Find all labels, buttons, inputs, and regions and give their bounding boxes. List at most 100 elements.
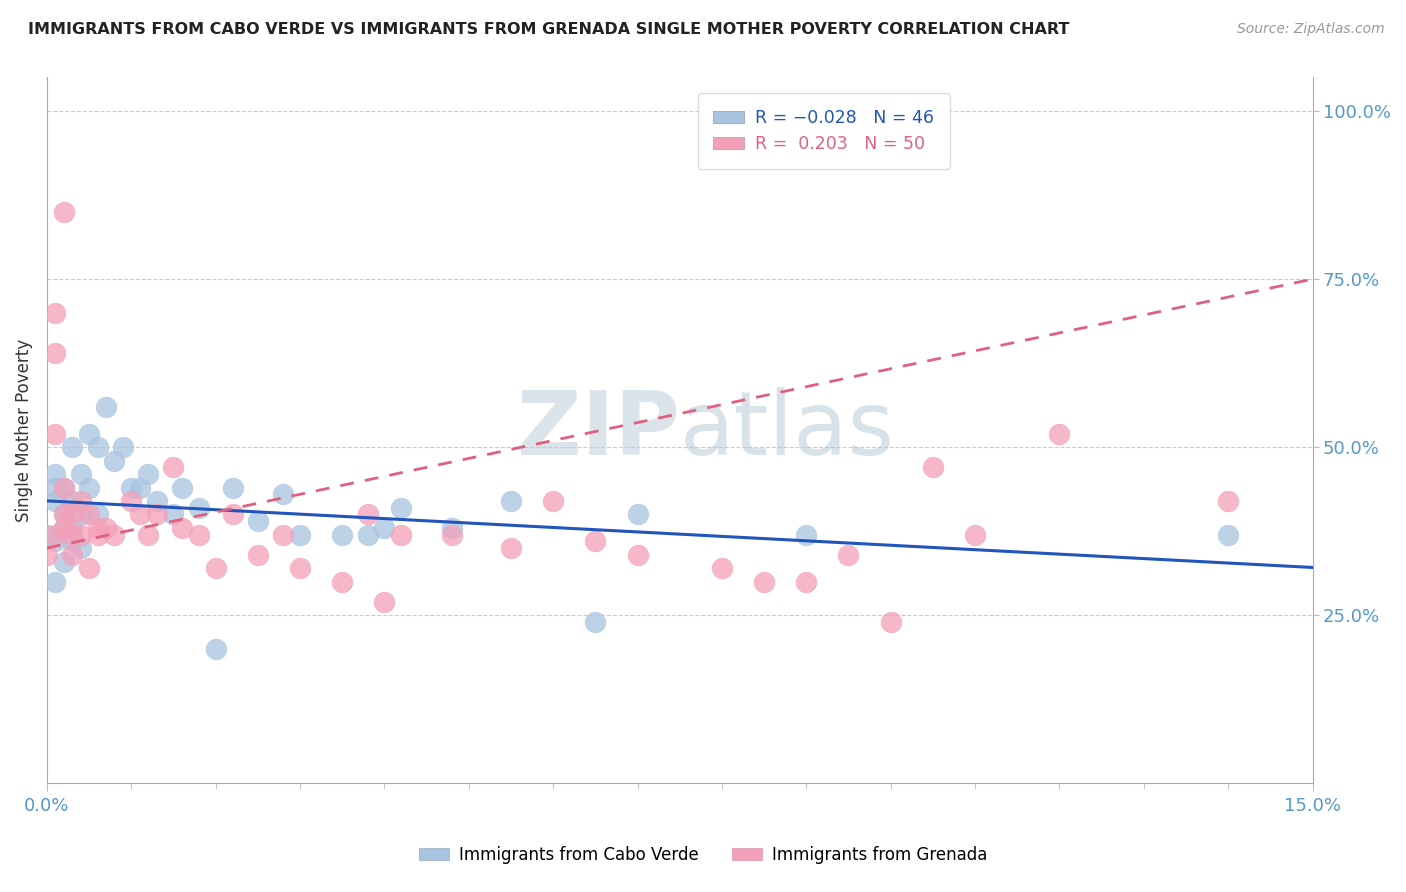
Point (246, 514, 269, 528)
Point (271, 487, 294, 501)
Point (77, 508, 100, 522)
Point (356, 527, 378, 541)
Point (60, 527, 83, 541)
Point (44, 481, 66, 495)
Point (86, 440, 108, 454)
Point (187, 527, 209, 541)
Point (128, 508, 150, 522)
Point (60, 521, 83, 535)
Point (69, 494, 91, 508)
Point (965, 527, 987, 541)
Point (837, 548, 859, 562)
Point (162, 508, 184, 522)
Point (44, 494, 66, 508)
Point (69, 527, 91, 541)
Point (288, 561, 311, 575)
Point (271, 527, 294, 541)
Point (710, 561, 733, 575)
Point (170, 481, 193, 495)
Point (44, 346, 66, 360)
Legend: Immigrants from Cabo Verde, Immigrants from Grenada: Immigrants from Cabo Verde, Immigrants f… (412, 839, 994, 871)
Point (499, 494, 522, 508)
Point (86, 521, 108, 535)
Point (44, 426, 66, 441)
Point (111, 440, 134, 454)
Point (583, 534, 606, 549)
Point (145, 508, 167, 522)
Point (170, 521, 193, 535)
Point (44, 467, 66, 482)
Point (103, 453, 125, 467)
Point (389, 500, 412, 515)
Text: IMMIGRANTS FROM CABO VERDE VS IMMIGRANTS FROM GRENADA SINGLE MOTHER POVERTY CORR: IMMIGRANTS FROM CABO VERDE VS IMMIGRANTS… (28, 22, 1070, 37)
Point (44, 527, 66, 541)
Point (1218, 494, 1240, 508)
Point (162, 460, 184, 475)
Point (86, 508, 108, 522)
Point (356, 508, 378, 522)
Point (94, 521, 117, 535)
Point (136, 527, 159, 541)
Point (440, 527, 463, 541)
Text: atlas: atlas (679, 387, 894, 474)
Point (52, 521, 75, 535)
Point (77, 481, 100, 495)
Point (879, 615, 901, 629)
Point (389, 527, 412, 541)
Point (1049, 426, 1071, 441)
Legend: R = −0.028   N = 46, R =  0.203   N = 50: R = −0.028 N = 46, R = 0.203 N = 50 (697, 93, 949, 169)
Point (583, 615, 606, 629)
Point (921, 460, 943, 475)
Point (60, 440, 83, 454)
Point (626, 508, 648, 522)
Point (204, 561, 226, 575)
Point (52, 205, 75, 219)
Point (60, 508, 83, 522)
Point (626, 548, 648, 562)
Point (794, 574, 817, 589)
Point (35, 527, 58, 541)
Point (221, 508, 243, 522)
Point (44, 574, 66, 589)
Point (35, 548, 58, 562)
Text: ZIP: ZIP (517, 387, 679, 474)
Point (373, 521, 395, 535)
Point (52, 508, 75, 522)
Point (60, 548, 83, 562)
Text: Source: ZipAtlas.com: Source: ZipAtlas.com (1237, 22, 1385, 37)
Point (752, 574, 775, 589)
Point (373, 595, 395, 609)
Point (52, 554, 75, 568)
Point (221, 481, 243, 495)
Point (120, 494, 142, 508)
Point (794, 527, 817, 541)
Point (187, 500, 209, 515)
Point (60, 494, 83, 508)
Y-axis label: Single Mother Poverty: Single Mother Poverty (15, 339, 32, 522)
Point (69, 541, 91, 555)
Point (136, 467, 159, 482)
Point (499, 541, 522, 555)
Point (77, 426, 100, 441)
Point (69, 467, 91, 482)
Point (44, 534, 66, 549)
Point (77, 561, 100, 575)
Point (330, 574, 353, 589)
Point (103, 527, 125, 541)
Point (86, 527, 108, 541)
Point (120, 481, 142, 495)
Point (1218, 527, 1240, 541)
Point (440, 521, 463, 535)
Point (52, 481, 75, 495)
Point (69, 508, 91, 522)
Point (60, 534, 83, 549)
Point (145, 494, 167, 508)
Point (52, 521, 75, 535)
Point (246, 548, 269, 562)
Point (288, 527, 311, 541)
Point (44, 306, 66, 320)
Point (52, 508, 75, 522)
Point (541, 494, 564, 508)
Point (94, 400, 117, 414)
Point (52, 481, 75, 495)
